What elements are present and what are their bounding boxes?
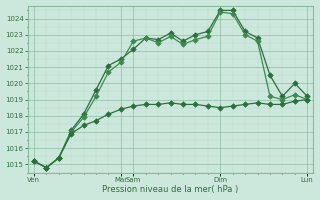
X-axis label: Pression niveau de la mer( hPa ): Pression niveau de la mer( hPa ) — [102, 185, 239, 194]
